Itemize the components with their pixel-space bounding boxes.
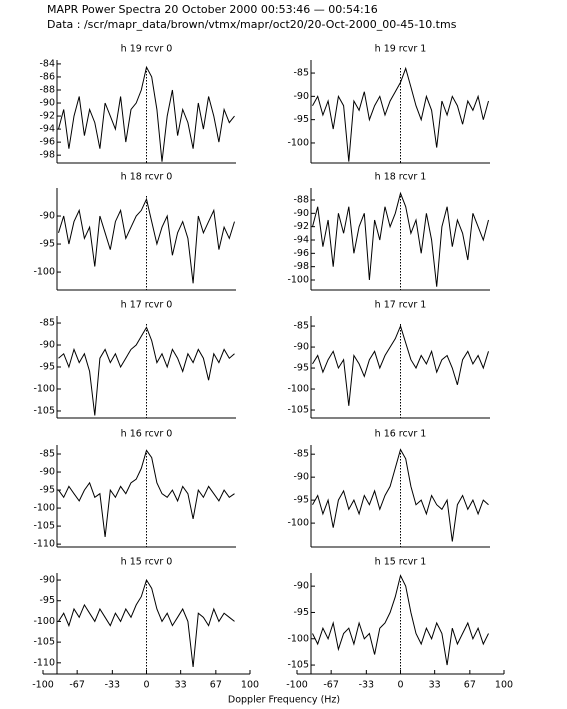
y-tick-label: -92 xyxy=(293,221,309,232)
spectrum-line xyxy=(312,448,489,542)
y-tick-label: -90 xyxy=(293,208,309,219)
x-tick-label: 100 xyxy=(241,680,259,691)
y-tick-label: -85 xyxy=(39,449,55,460)
y-tick-label: -95 xyxy=(39,362,55,373)
y-tick-label: -100 xyxy=(33,383,55,394)
y-tick-label: -100 xyxy=(287,137,309,148)
y-tick-label: -105 xyxy=(287,660,309,671)
y-tick-label: -100 xyxy=(287,384,309,395)
y-tick-label: -110 xyxy=(33,539,55,550)
y-tick-label: -98 xyxy=(293,261,309,272)
spectrum-line xyxy=(58,65,235,162)
y-tick-label: -85 xyxy=(293,449,309,460)
y-tick-label: -100 xyxy=(287,633,309,644)
y-tick-label: -95 xyxy=(39,595,55,606)
y-tick-label: -95 xyxy=(293,114,309,125)
x-axis-label: Doppler Frequency (Hz) xyxy=(228,695,340,706)
spectrum-line xyxy=(58,578,235,668)
y-tick-label: -95 xyxy=(293,607,309,618)
y-tick-label: -85 xyxy=(39,318,55,329)
x-tick-label: 33 xyxy=(429,680,441,691)
x-tick-label: -67 xyxy=(323,680,339,691)
spectrum-line xyxy=(312,324,489,406)
y-tick-label: -90 xyxy=(293,472,309,483)
y-tick-label: -105 xyxy=(33,637,55,648)
page-subtitle: Data : /scr/mapr_data/brown/vtmx/mapr/oc… xyxy=(47,18,457,31)
panel-title: h 19 rcvr 1 xyxy=(375,44,427,55)
x-tick-label: -100 xyxy=(32,680,54,691)
panel-title: h 17 rcvr 0 xyxy=(121,300,173,311)
y-tick-label: -105 xyxy=(287,405,309,416)
spectrum-line xyxy=(312,66,489,162)
panel-title: h 15 rcvr 0 xyxy=(121,557,173,568)
x-tick-label: 67 xyxy=(210,680,222,691)
y-tick-label: -90 xyxy=(293,91,309,102)
y-tick-label: -94 xyxy=(293,235,309,246)
x-tick-label: 100 xyxy=(495,680,513,691)
panel-title: h 18 rcvr 0 xyxy=(121,172,173,183)
y-tick-label: -90 xyxy=(293,342,309,353)
x-tick-label: 0 xyxy=(397,680,403,691)
y-tick-label: -100 xyxy=(287,518,309,529)
x-tick-label: 0 xyxy=(143,680,149,691)
y-tick-label: -100 xyxy=(33,503,55,514)
y-tick-label: -100 xyxy=(287,275,309,286)
y-tick-label: -90 xyxy=(39,575,55,586)
y-tick-label: -95 xyxy=(293,495,309,506)
y-tick-label: -84 xyxy=(39,58,55,69)
y-tick-label: -95 xyxy=(39,239,55,250)
spectrum-line xyxy=(312,574,489,666)
y-tick-label: -94 xyxy=(39,124,55,135)
x-tick-label: -67 xyxy=(69,680,85,691)
panel-title: h 16 rcvr 1 xyxy=(375,429,427,440)
y-tick-label: -90 xyxy=(39,467,55,478)
y-tick-label: -96 xyxy=(39,137,55,148)
y-tick-label: -105 xyxy=(33,405,55,416)
spectrum-line xyxy=(58,449,235,537)
spectrum-line xyxy=(58,197,235,284)
y-tick-label: -90 xyxy=(39,98,55,109)
y-tick-label: -110 xyxy=(33,657,55,668)
x-tick-label: -33 xyxy=(105,680,121,691)
y-tick-label: -100 xyxy=(33,616,55,627)
y-tick-label: -95 xyxy=(293,363,309,374)
panel-title: h 15 rcvr 1 xyxy=(375,557,427,568)
y-tick-label: -90 xyxy=(39,211,55,222)
y-tick-label: -88 xyxy=(39,84,55,95)
page-title: MAPR Power Spectra 20 October 2000 00:53… xyxy=(47,3,378,16)
y-tick-label: -90 xyxy=(39,340,55,351)
panel-title: h 16 rcvr 0 xyxy=(121,429,173,440)
y-tick-label: -88 xyxy=(293,195,309,206)
y-tick-label: -90 xyxy=(293,581,309,592)
panel-title: h 19 rcvr 0 xyxy=(121,44,173,55)
y-tick-label: -85 xyxy=(293,321,309,332)
y-tick-label: -96 xyxy=(293,248,309,259)
y-tick-label: -105 xyxy=(33,521,55,532)
y-tick-label: -86 xyxy=(39,71,55,82)
y-tick-label: -85 xyxy=(293,68,309,79)
y-tick-label: -92 xyxy=(39,111,55,122)
x-tick-label: -33 xyxy=(359,680,375,691)
x-tick-label: -100 xyxy=(286,680,308,691)
x-tick-label: 67 xyxy=(464,680,476,691)
y-tick-label: -100 xyxy=(33,267,55,278)
panel-title: h 17 rcvr 1 xyxy=(375,300,427,311)
spectrum-line xyxy=(312,191,489,287)
panel-title: h 18 rcvr 1 xyxy=(375,172,427,183)
y-tick-label: -98 xyxy=(39,150,55,161)
y-tick-label: -95 xyxy=(39,485,55,496)
spectrum-line xyxy=(58,326,235,416)
x-tick-label: 33 xyxy=(175,680,187,691)
